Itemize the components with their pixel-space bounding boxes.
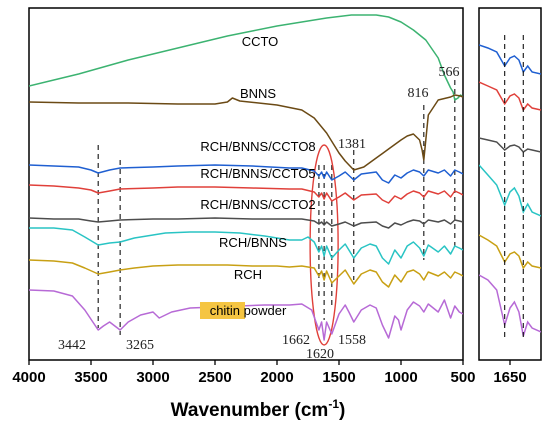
series-label: RCH/BNNS/CCTO2 bbox=[200, 197, 315, 212]
x-tick-label: 1500 bbox=[322, 369, 355, 386]
series-line bbox=[29, 94, 463, 171]
inset-plot-panel: 1650 bbox=[478, 7, 542, 386]
series-label: CCTO bbox=[242, 34, 279, 49]
x-tick-label: 3500 bbox=[74, 369, 107, 386]
peak-label: 3442 bbox=[58, 338, 86, 353]
inset-series-line bbox=[479, 234, 541, 270]
series-label: RCH/BNNS bbox=[219, 235, 287, 250]
x-axis-label: Wavenumber (cm-1) bbox=[171, 397, 346, 421]
x-tick-label: 500 bbox=[450, 369, 475, 386]
inset-series-line bbox=[479, 137, 541, 153]
series-label: BNNS bbox=[240, 86, 276, 101]
series-line bbox=[29, 227, 463, 265]
series-label: RCH/BNNS/CCTO5 bbox=[200, 166, 315, 181]
inset-series-line bbox=[479, 164, 541, 217]
series-line bbox=[29, 164, 463, 184]
peak-label: 1558 bbox=[338, 333, 366, 348]
inset-series-line bbox=[479, 274, 541, 337]
series-label: RCH bbox=[234, 267, 262, 282]
peak-label: 1662 bbox=[282, 333, 310, 348]
x-tick-label: 2500 bbox=[198, 369, 231, 386]
peak-label: 1620 bbox=[306, 347, 334, 362]
peak-label: 816 bbox=[408, 86, 429, 101]
main-plot-frame bbox=[28, 7, 464, 361]
series-line bbox=[29, 14, 463, 101]
peak-label: 1381 bbox=[338, 137, 366, 152]
inset-tick-label: 1650 bbox=[493, 369, 526, 386]
inset-series-line bbox=[479, 81, 541, 112]
series-line bbox=[29, 217, 463, 229]
series-line bbox=[29, 184, 463, 204]
main-plot-panel: 4000 3500 3000 2500 2000 1500 1000 500 CCTO BNNS R… bbox=[12, 7, 476, 386]
x-tick-label: 3000 bbox=[136, 369, 169, 386]
x-tick-label: 1000 bbox=[384, 369, 417, 386]
x-tick-label: 2000 bbox=[260, 369, 293, 386]
inset-series-line bbox=[479, 44, 541, 75]
chitin-highlight bbox=[200, 302, 245, 319]
peak-label: 3265 bbox=[126, 338, 154, 353]
series-label: RCH/BNNS/CCTO8 bbox=[200, 139, 315, 154]
amide-region-highlight bbox=[309, 144, 339, 346]
peak-label: 566 bbox=[439, 65, 460, 80]
x-tick-label: 4000 bbox=[12, 369, 45, 386]
series-line bbox=[29, 289, 463, 341]
series-label: chitin powder bbox=[210, 303, 287, 318]
series-line bbox=[29, 259, 463, 288]
